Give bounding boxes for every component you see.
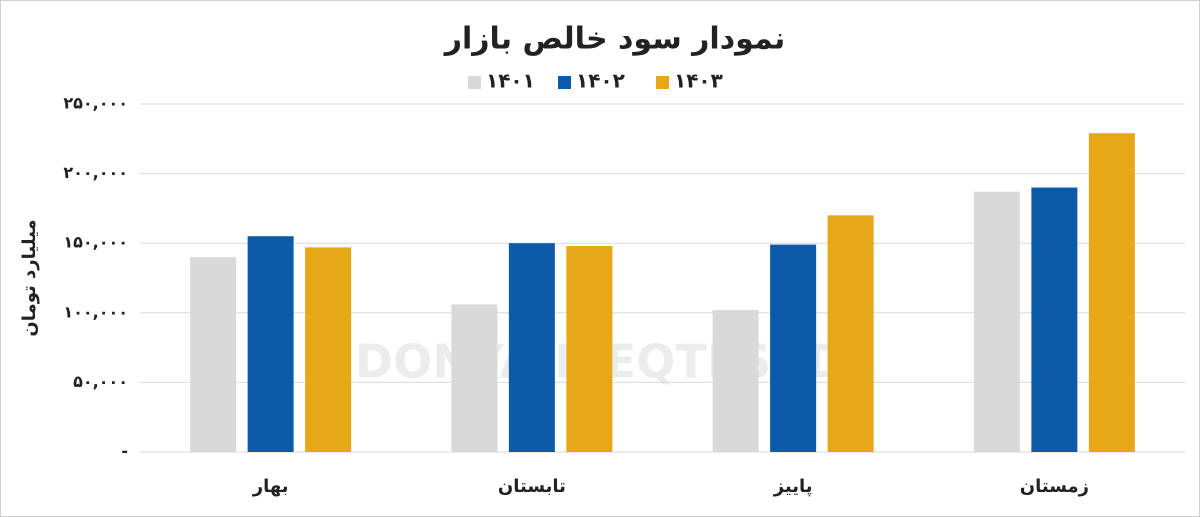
bar [451, 304, 498, 452]
bar [1031, 187, 1078, 452]
y-tick-label: ۱۰۰,۰۰۰ [63, 302, 128, 321]
legend-swatch [558, 76, 571, 89]
y-axis-label: میلیارد تومان [19, 219, 40, 336]
bar [1088, 133, 1135, 452]
bar [973, 191, 1020, 453]
y-tick-label: ۲۵۰,۰۰۰ [63, 94, 128, 113]
legend-swatch [656, 76, 669, 89]
bar [190, 257, 237, 452]
chart-title: نمودار سود خالص بازار [443, 22, 786, 57]
bar [247, 236, 294, 452]
bar [770, 244, 817, 452]
bar [827, 215, 874, 452]
y-tick-label: - [121, 442, 128, 461]
bar [508, 243, 555, 452]
y-tick-label: ۵۰,۰۰۰ [73, 372, 128, 391]
x-tick-label: تابستان [498, 476, 566, 497]
legend-label: ۱۴۰۲ [576, 69, 625, 93]
bar [305, 247, 352, 452]
bar [566, 245, 613, 452]
legend-label: ۱۴۰۳ [674, 69, 723, 93]
y-tick-label: ۲۰۰,۰۰۰ [63, 163, 128, 182]
x-tick-label: بهار [252, 476, 289, 497]
x-tick-label: زمستان [1020, 476, 1089, 497]
bar [712, 310, 759, 452]
legend-label: ۱۴۰۱ [486, 69, 535, 93]
x-tick-label: پاییز [773, 476, 813, 497]
y-tick-label: ۱۵۰,۰۰۰ [63, 233, 128, 252]
legend-swatch [468, 76, 481, 89]
